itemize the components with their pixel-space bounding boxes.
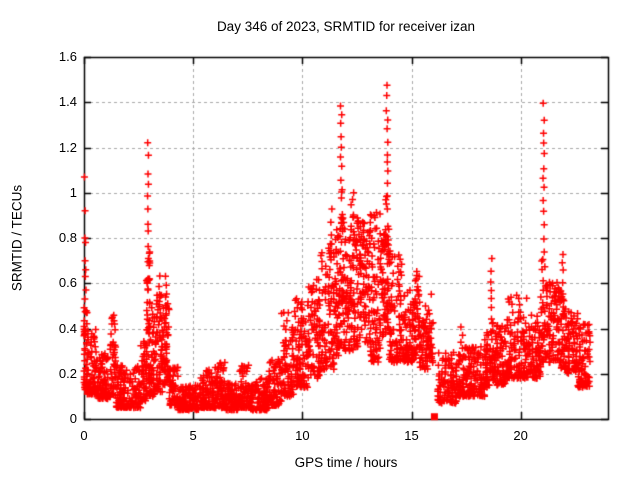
y-tick-label: 1.6	[58, 49, 77, 64]
y-tick-label: 0	[69, 411, 77, 426]
y-tick-label: 0.2	[58, 365, 77, 381]
y-tick-label: 0.8	[58, 230, 77, 245]
y-tick-label: 0.6	[58, 275, 77, 291]
x-tick-label: 20	[513, 428, 528, 443]
y-axis-label: SRMTID / TECUs	[9, 184, 25, 292]
x-tick-label: 15	[404, 428, 419, 443]
y-tick-label: 1.4	[58, 94, 77, 110]
y-tick-label: 0.4	[58, 320, 77, 336]
x-tick-label: 0	[80, 428, 88, 443]
x-axis-label: GPS time / hours	[294, 455, 398, 470]
y-tick-label: 1.2	[58, 139, 77, 155]
y-tick-label: 1	[69, 184, 77, 200]
chart-title: Day 346 of 2023, SRMTID for receiver iza…	[216, 19, 476, 34]
x-tick-label: 10	[295, 428, 310, 443]
x-tick-label: 5	[189, 428, 197, 443]
